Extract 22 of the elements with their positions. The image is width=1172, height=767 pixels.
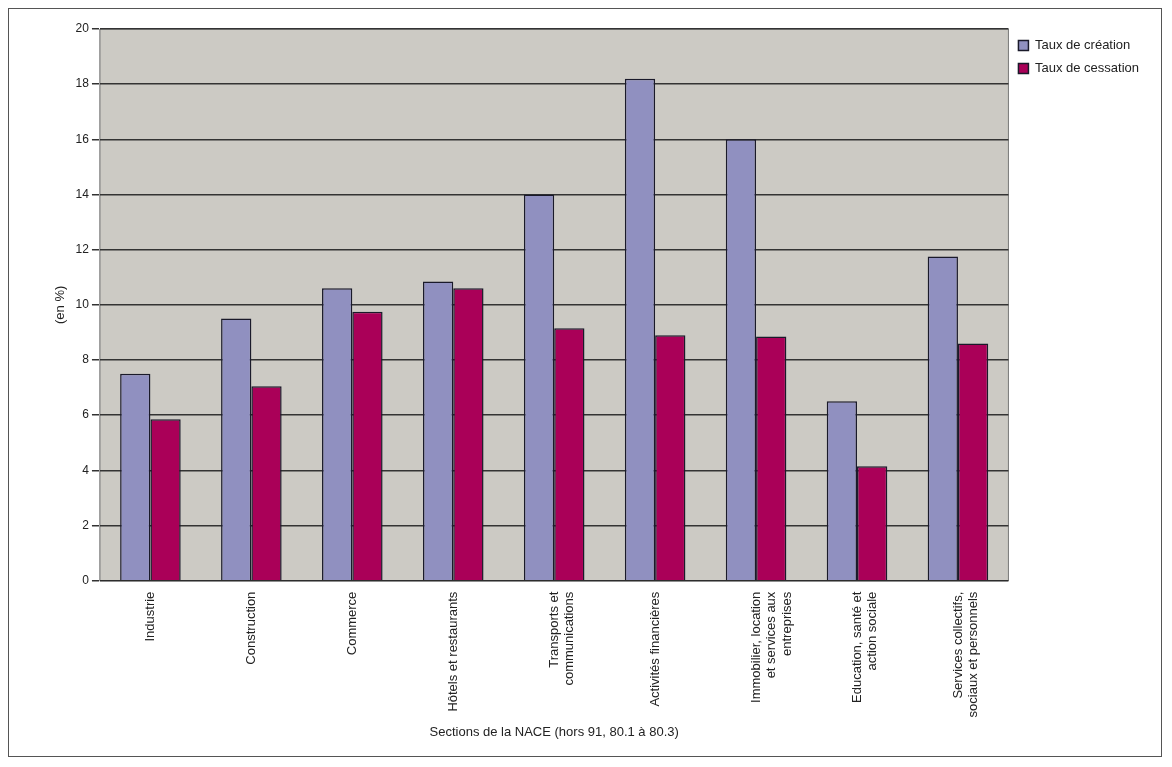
y-tick-label: 14	[75, 186, 90, 201]
y-tick-label: 6	[82, 407, 90, 422]
y-axis-title: (en %)	[52, 285, 68, 324]
legend-label: Taux de cessation	[1034, 60, 1140, 76]
x-axis-title: Sections de la NACE (hors 91, 80.1 à 80.3)	[429, 723, 679, 739]
x-tick-label: Immobilier, location et services aux entreprises	[747, 591, 794, 703]
x-tick-label: Hôtels et restaurants	[444, 591, 460, 712]
x-tick-label: Construction	[242, 591, 258, 665]
x-tick-label: Activités financières	[646, 591, 662, 707]
y-tick-label: 16	[75, 131, 90, 146]
y-tick-label: 4	[82, 462, 90, 477]
y-tick-label: 2	[82, 517, 90, 532]
y-tick-label: 10	[75, 297, 90, 312]
x-tick-label: Industrie	[142, 591, 157, 642]
y-tick-label: 0	[82, 572, 90, 587]
x-tick-label: Commerce	[343, 591, 359, 656]
y-tick-label: 12	[75, 241, 90, 256]
y-tick-label: 8	[82, 352, 90, 367]
y-tick-label: 18	[75, 76, 90, 91]
y-tick-label: 20	[75, 21, 90, 36]
x-tick-label: Transports et communications	[545, 591, 577, 686]
legend-label: Taux de création	[1034, 37, 1131, 53]
